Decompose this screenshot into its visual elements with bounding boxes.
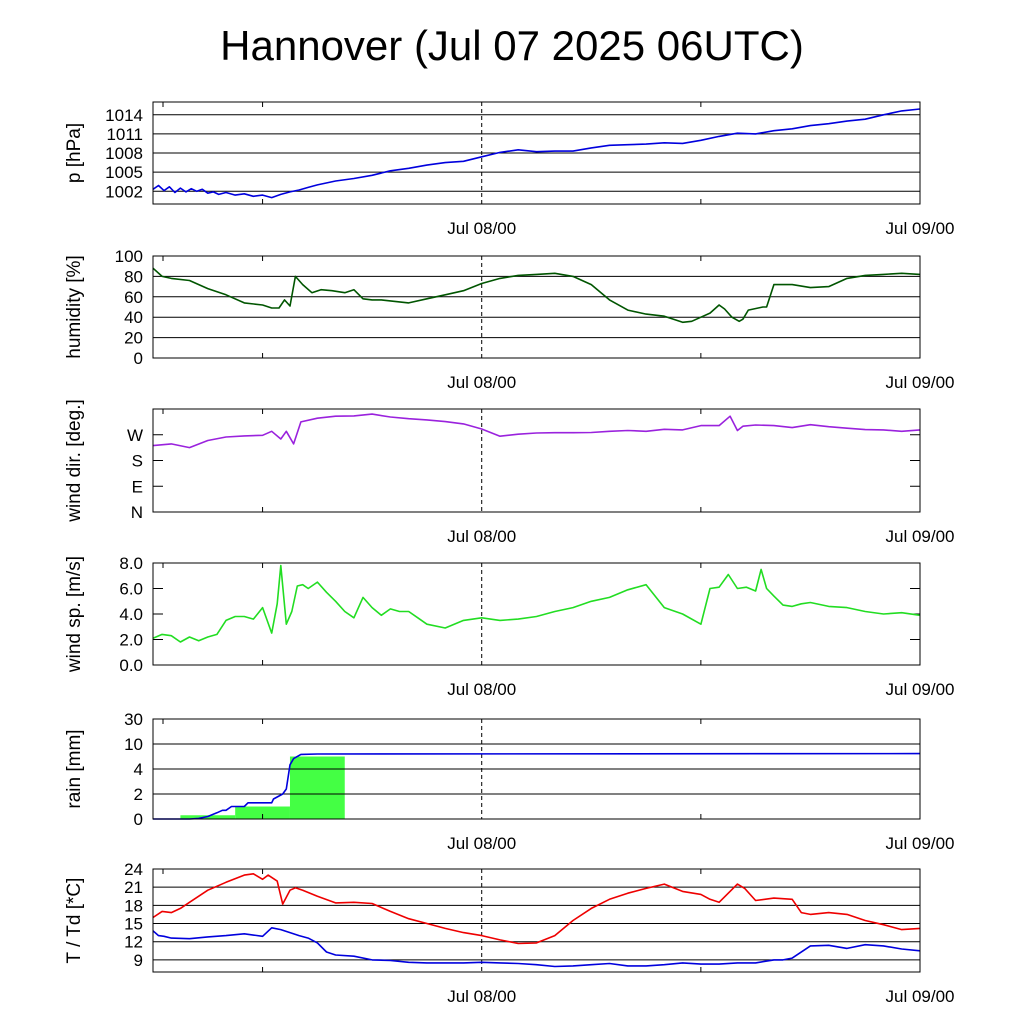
rain-ytick-label-4: 30	[124, 710, 143, 729]
rain-bar-2	[289, 756, 345, 819]
rain-axis-label: rain [mm]	[64, 729, 85, 808]
temperature-axis-label: T / Td [*C]	[64, 878, 85, 964]
humidity-ytick-label-2: 40	[124, 308, 143, 327]
pressure-ytick-label-0: 1002	[105, 182, 143, 201]
rain-ytick-label-1: 2	[134, 785, 143, 804]
pressure-ytick-label-4: 1014	[105, 106, 143, 125]
wind_speed-ytick-label-4: 8.0	[119, 554, 143, 573]
pressure-series-pressure	[152, 108, 921, 199]
chart-title: Hannover (Jul 07 2025 06UTC)	[220, 22, 804, 69]
rain-ytick-label-0: 0	[134, 810, 143, 829]
wind_speed-axis-label: wind sp. [m/s]	[64, 556, 85, 673]
temperature-ytick-label-2: 15	[124, 915, 143, 934]
temperature-ytick-label-3: 18	[124, 896, 143, 915]
wind_dir-ytick-label-0: N	[131, 503, 143, 522]
wind_speed-ytick-label-0: 0.0	[119, 656, 143, 675]
humidity-ytick-label-0: 0	[134, 349, 143, 368]
humidity-ytick-label-4: 80	[124, 267, 143, 286]
temperature-ytick-label-1: 12	[124, 933, 143, 952]
humidity-ytick-label-1: 20	[124, 329, 143, 348]
temperature-series-dewpoint	[152, 926, 921, 968]
humidity-ytick-label-3: 60	[124, 288, 143, 307]
wind_speed-xtick-label-0: Jul 08/00	[447, 680, 516, 699]
wind_speed-ytick-label-3: 6.0	[119, 580, 143, 599]
wind_speed-ytick-label-2: 4.0	[119, 605, 143, 624]
wind_speed-xtick-label-1: Jul 09/00	[886, 680, 955, 699]
pressure-axis-label: p [hPa]	[64, 123, 85, 183]
rain-xtick-label-1: Jul 09/00	[886, 834, 955, 853]
pressure-xtick-label-1: Jul 09/00	[886, 219, 955, 238]
temperature-ytick-label-5: 24	[124, 860, 143, 879]
humidity-xtick-label-0: Jul 08/00	[447, 373, 516, 392]
wind_dir-xtick-label-0: Jul 08/00	[447, 527, 516, 546]
rain-series-rain_line	[153, 752, 921, 820]
temperature-ytick-label-0: 9	[134, 951, 143, 970]
wind_speed-ytick-label-1: 2.0	[119, 631, 143, 650]
humidity-axis-label: humidity [%]	[64, 255, 85, 358]
wind_dir-ytick-label-1: E	[132, 477, 143, 496]
wind_speed-frame	[152, 562, 921, 666]
temperature-frame	[152, 868, 921, 973]
humidity-ytick-label-5: 100	[115, 247, 143, 266]
wind_dir-series-wind_dir	[152, 413, 921, 449]
temperature-xtick-label-0: Jul 08/00	[447, 987, 516, 1006]
wind_dir-frame	[152, 408, 921, 513]
wind_dir-ytick-label-2: S	[132, 452, 143, 471]
temperature-ytick-label-4: 21	[124, 878, 143, 897]
rain-frame	[152, 718, 921, 820]
wind_speed-series-wind_speed	[152, 564, 921, 643]
wind_dir-axis-label: wind dir. [deg.]	[64, 399, 85, 523]
humidity-series-humidity	[152, 267, 921, 324]
pressure-xtick-label-0: Jul 08/00	[447, 219, 516, 238]
pressure-ytick-label-2: 1008	[105, 144, 143, 163]
wind_dir-xtick-label-1: Jul 09/00	[886, 527, 955, 546]
rain-ytick-label-3: 10	[124, 735, 143, 754]
pressure-ytick-label-3: 1011	[106, 125, 143, 144]
rain-xtick-label-0: Jul 08/00	[447, 834, 516, 853]
pressure-ytick-label-1: 1005	[105, 163, 143, 182]
humidity-xtick-label-1: Jul 09/00	[886, 373, 955, 392]
humidity-frame	[152, 255, 921, 359]
rain-ytick-label-2: 4	[134, 760, 143, 779]
temperature-series-temperature	[152, 872, 921, 945]
pressure-frame	[152, 101, 921, 205]
temperature-xtick-label-1: Jul 09/00	[886, 987, 955, 1006]
wind_dir-ytick-label-3: W	[127, 426, 143, 445]
rain-bar-1	[235, 806, 290, 819]
